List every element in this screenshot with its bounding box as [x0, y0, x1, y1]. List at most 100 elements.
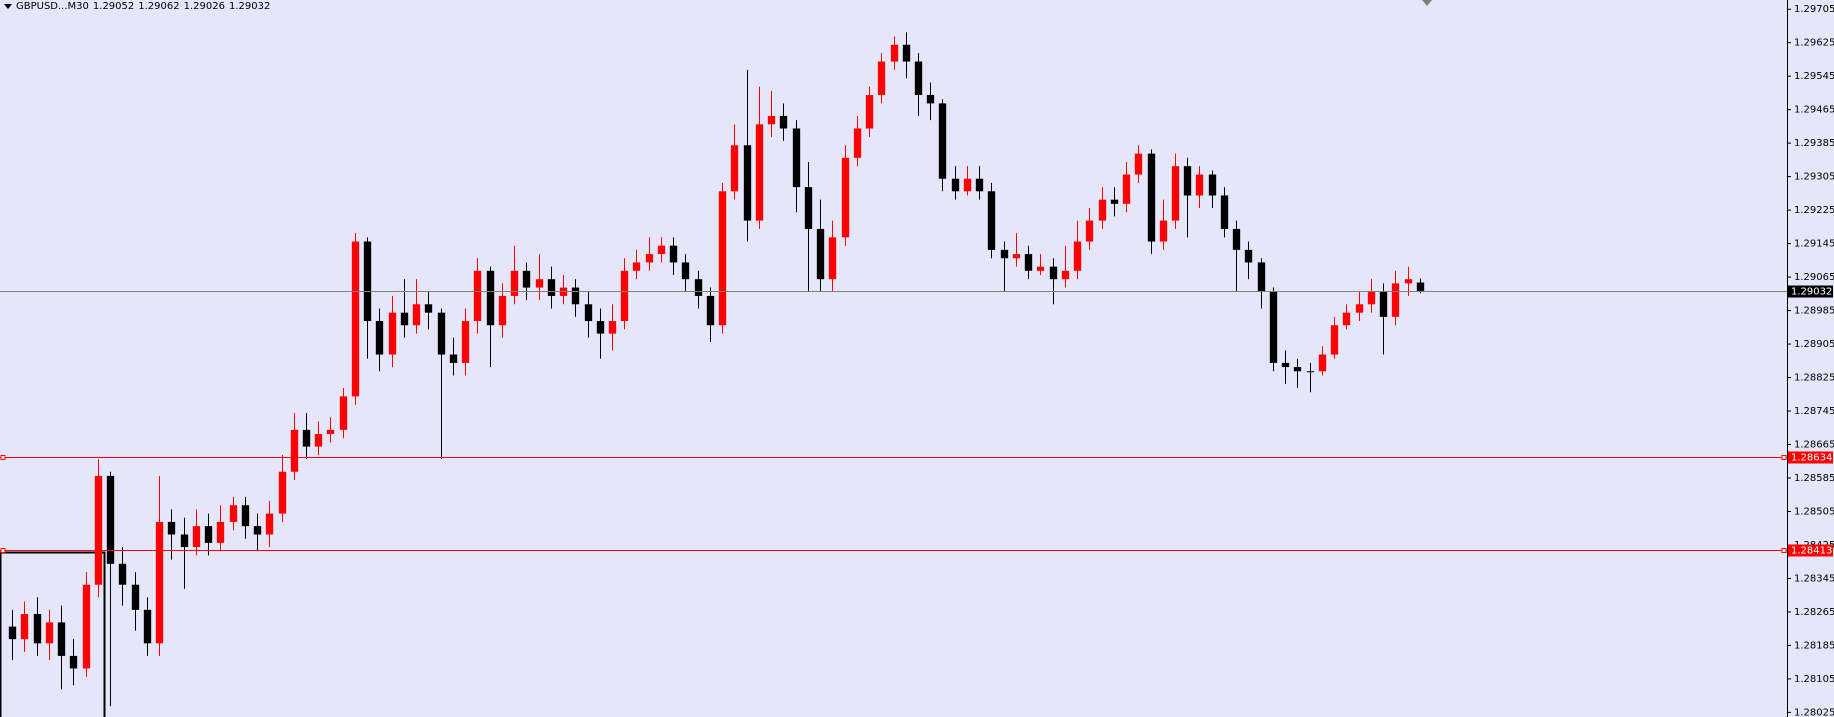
candle-body	[816, 228, 825, 280]
candle-body	[1220, 195, 1229, 229]
menu-icon[interactable]	[4, 3, 12, 9]
candle-body	[339, 396, 348, 430]
candle-body	[1012, 254, 1021, 259]
candle-body	[681, 262, 690, 280]
candle-body	[1416, 282, 1425, 291]
ohlc-high: 1.29062	[138, 1, 180, 12]
candle-body	[571, 287, 580, 305]
candle-body	[69, 655, 78, 669]
level-label: 1.28634	[1791, 453, 1832, 464]
chart-header: GBPUSD...M30 1.29052 1.29062 1.29026 1.29032	[4, 1, 274, 12]
candle-body	[510, 270, 519, 296]
candle-body	[743, 145, 752, 221]
candle-body	[914, 61, 923, 96]
candle-body	[375, 321, 384, 355]
candle-body	[669, 245, 678, 263]
y-tick-label: 1.28665	[1794, 440, 1834, 451]
candle-body	[1330, 325, 1339, 355]
candle-body	[400, 312, 409, 326]
candle-body	[865, 95, 874, 129]
candle-body	[290, 429, 299, 472]
candle-body	[265, 513, 274, 535]
candle-body	[926, 95, 935, 104]
ohlc-low: 1.29026	[183, 1, 225, 12]
candle-body	[1147, 153, 1156, 242]
candle-body	[473, 270, 482, 322]
candle-body	[1195, 174, 1204, 196]
candle-body	[718, 191, 727, 326]
y-tick-label: 1.29465	[1794, 105, 1834, 116]
candle-body	[938, 103, 947, 179]
candle-body	[1098, 199, 1107, 221]
candle-body	[596, 321, 605, 334]
candle-body	[167, 521, 176, 535]
candle-body	[33, 614, 42, 644]
candle-body	[424, 304, 433, 313]
y-tick-label: 1.29065	[1794, 272, 1834, 283]
candle-body	[1000, 249, 1009, 259]
y-tick-label: 1.29705	[1794, 4, 1834, 15]
level-label-bg	[1788, 285, 1833, 298]
candle-body	[608, 321, 617, 334]
level-label: 1.29032	[1791, 287, 1832, 298]
candle-body	[20, 614, 29, 640]
candle-body	[951, 178, 960, 192]
candle-body	[1281, 362, 1290, 368]
candle-body	[1208, 174, 1217, 196]
candle-body	[363, 241, 372, 322]
candle-body	[1306, 371, 1315, 373]
y-tick-label: 1.29545	[1794, 71, 1834, 82]
candle-body	[253, 526, 262, 535]
y-tick-label: 1.28985	[1794, 306, 1834, 317]
candle-body	[461, 321, 470, 363]
y-tick-label: 1.28025	[1794, 707, 1834, 717]
y-tick-label: 1.28185	[1794, 640, 1834, 651]
candle-body	[584, 304, 593, 322]
candle-body	[498, 295, 507, 326]
candle-body	[229, 505, 238, 522]
candle-body	[278, 471, 287, 514]
candle-body	[841, 157, 850, 238]
candle-body	[1404, 279, 1413, 284]
candle-body	[1110, 199, 1119, 204]
y-tick-label: 1.28345	[1794, 573, 1834, 584]
candle-body	[1049, 266, 1058, 280]
candle-body	[1134, 153, 1143, 175]
y-tick-label: 1.29385	[1794, 138, 1834, 149]
candle-body	[1061, 270, 1070, 280]
candle-body	[1355, 304, 1364, 313]
candle-body	[1232, 228, 1241, 250]
candle-body	[792, 128, 801, 188]
ohlc-close: 1.29032	[228, 1, 271, 12]
candle-body	[314, 434, 323, 447]
candle-body	[877, 61, 886, 96]
candle-body	[1036, 266, 1045, 271]
level-handle	[0, 548, 6, 553]
candle-body	[1244, 249, 1253, 263]
candle-body	[241, 505, 250, 527]
candle-body	[767, 115, 776, 125]
candle-body	[449, 354, 458, 363]
candle-body	[902, 44, 911, 62]
candle-body	[216, 521, 225, 543]
candle-body	[1171, 166, 1180, 221]
candle-body	[694, 279, 703, 296]
candle-body	[535, 279, 544, 288]
candle-body	[1183, 166, 1192, 196]
y-tick-label: 1.29625	[1794, 38, 1834, 49]
candle-body	[706, 295, 715, 326]
candle-body	[302, 429, 311, 447]
candle-body	[8, 626, 17, 640]
candle-body	[155, 521, 164, 644]
y-tick-label: 1.28265	[1794, 607, 1834, 618]
level-label: 1.28413	[1791, 546, 1832, 557]
y-tick-label: 1.29145	[1794, 239, 1834, 250]
candle-body	[1293, 367, 1302, 372]
ohlc-open: 1.29052	[92, 1, 135, 12]
candle-body	[1159, 220, 1168, 242]
candle-body	[94, 475, 103, 585]
y-tick-label: 1.28105	[1794, 674, 1834, 685]
candle-body	[987, 191, 996, 250]
y-tick-label: 1.28585	[1794, 473, 1834, 484]
